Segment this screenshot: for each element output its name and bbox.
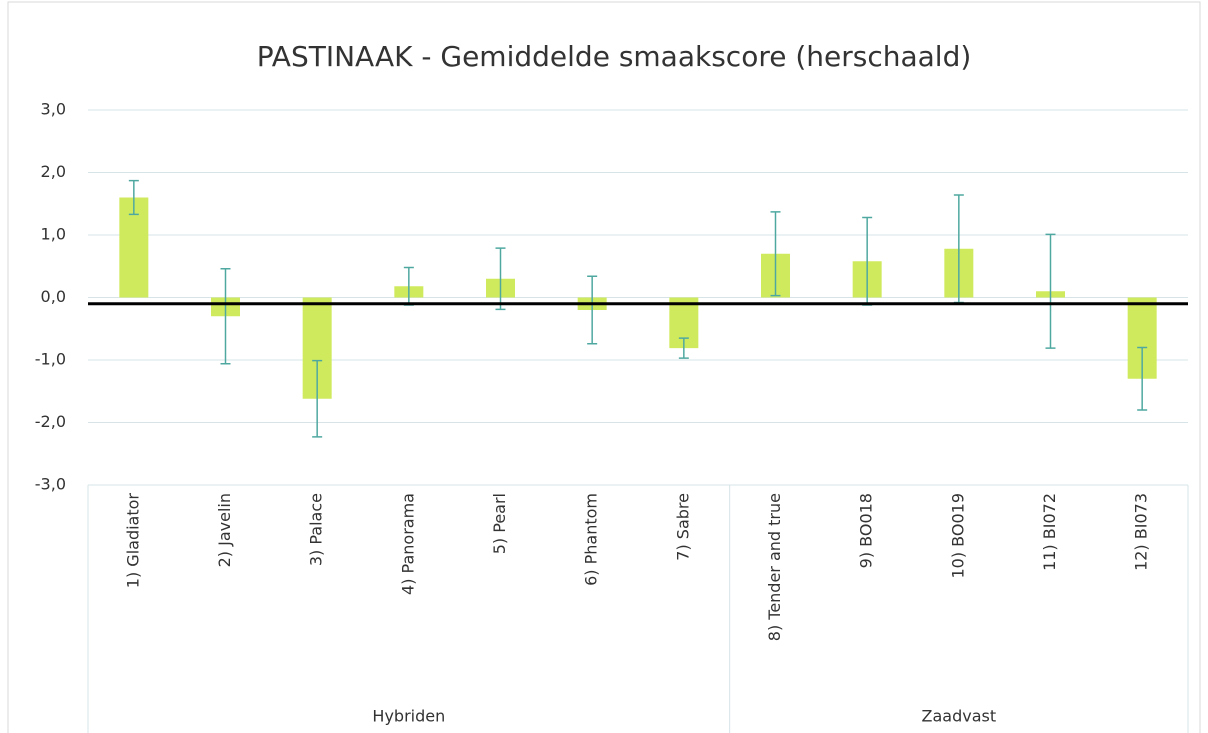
x-tick-label: 2) Javelin: [215, 493, 234, 567]
group-label: Zaadvast: [922, 707, 997, 726]
error-bar: [770, 211, 781, 297]
y-tick-label: -2,0: [35, 412, 66, 431]
error-bar: [128, 179, 139, 216]
x-tick-label: 8) Tender and true: [765, 493, 784, 641]
y-tick-label: -3,0: [35, 475, 66, 494]
x-tick-label: 5) Pearl: [490, 493, 509, 554]
y-tick-label: -1,0: [35, 350, 66, 369]
x-tick-label: 12) BI073: [1132, 493, 1151, 571]
error-bar: [220, 268, 231, 365]
error-bar: [312, 359, 323, 438]
x-tick-label: 4) Panorama: [398, 493, 417, 595]
y-tick-label: 2,0: [41, 162, 66, 181]
error-bar: [678, 337, 689, 359]
x-tick-label: 1) Gladiator: [123, 493, 142, 589]
error-bar: [1137, 346, 1148, 411]
x-tick-label: 10) BO019: [948, 493, 967, 579]
x-tick-label: 3) Palace: [307, 493, 326, 566]
group-label: Hybriden: [372, 707, 445, 726]
error-bar: [495, 247, 506, 311]
x-tick-label: 11) BI072: [1040, 493, 1059, 571]
chart-frame: [7, 1, 1201, 733]
x-tick-label: 9) BO018: [857, 493, 876, 568]
x-tick-label: 7) Sabre: [673, 493, 692, 561]
error-bar: [587, 275, 598, 345]
y-tick-label: 0,0: [41, 287, 66, 306]
y-tick-label: 1,0: [41, 225, 66, 244]
chart-title: PASTINAAK - Gemiddelde smaakscore (hersc…: [257, 40, 972, 73]
x-tick-label: 6) Phantom: [582, 493, 601, 586]
error-bar: [1045, 233, 1056, 349]
y-tick-label: 3,0: [41, 100, 66, 119]
